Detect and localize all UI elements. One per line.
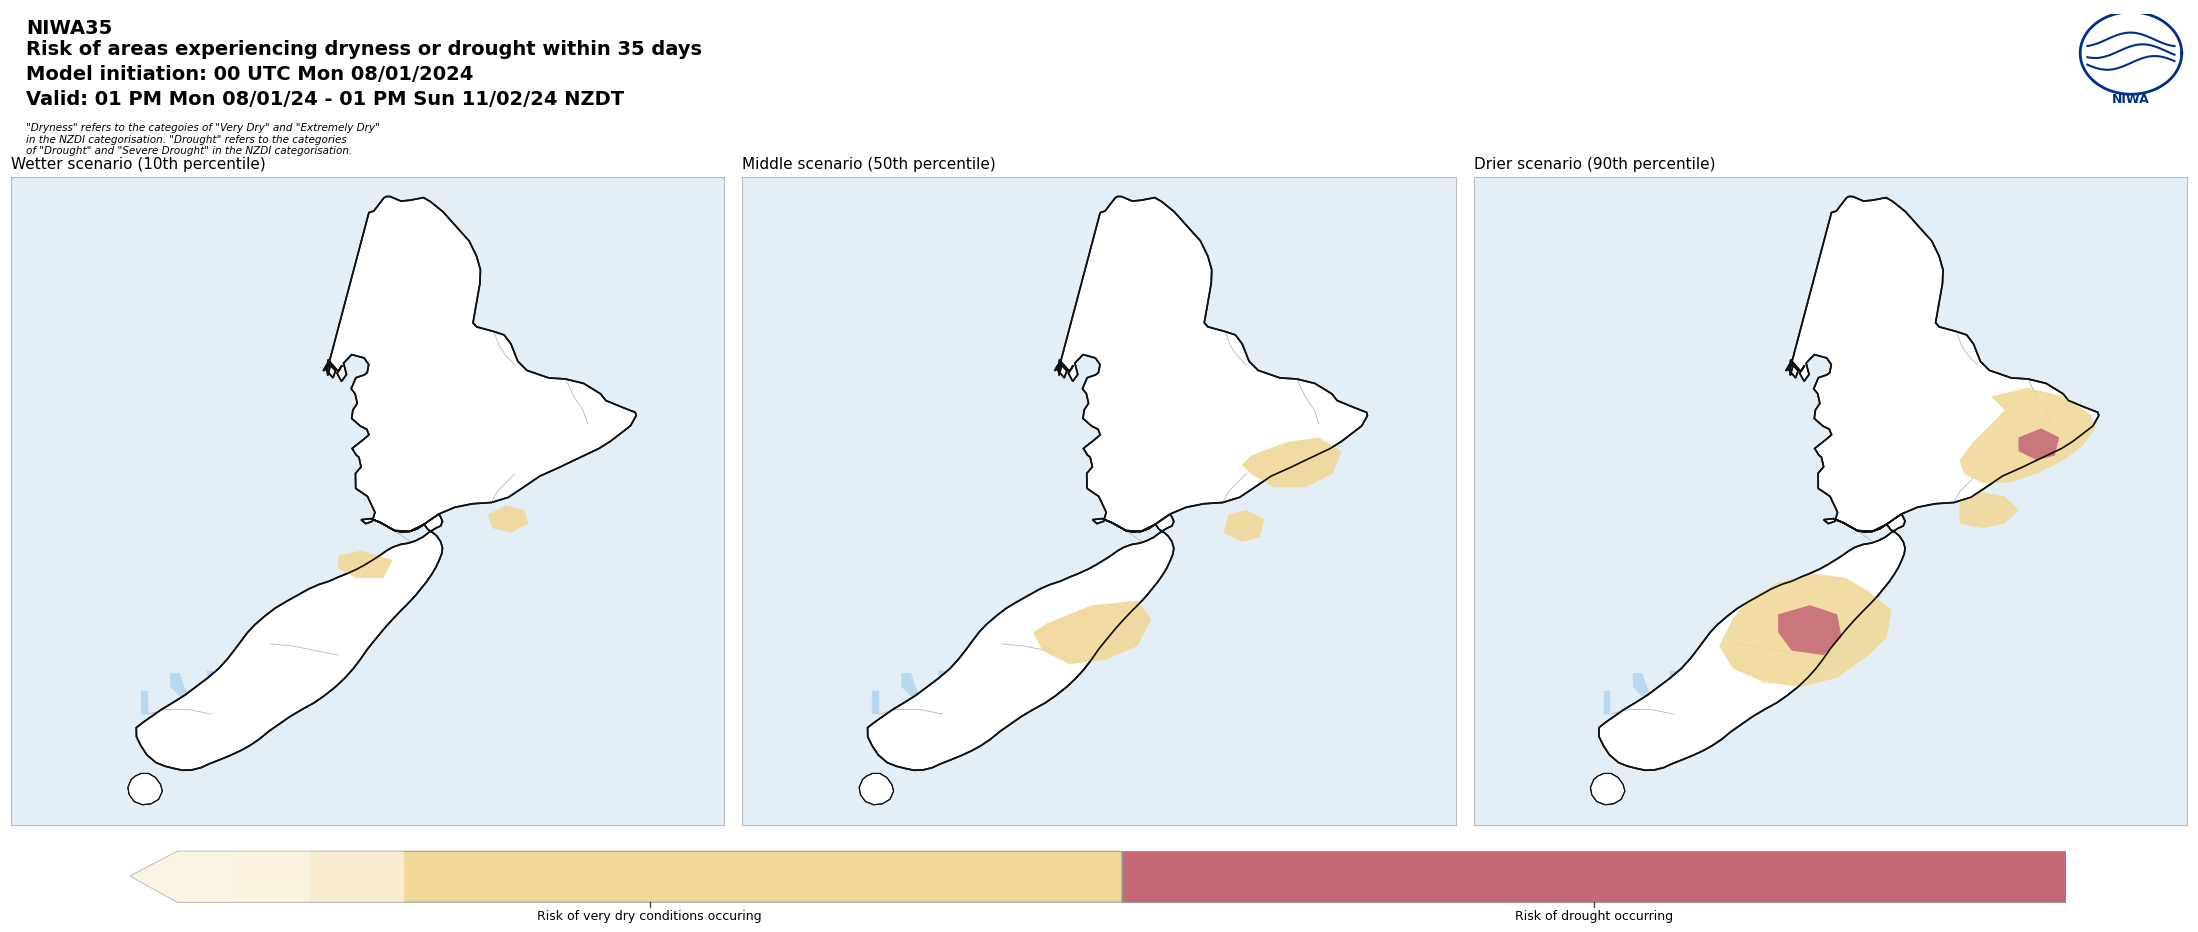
Text: Valid: 01 PM Mon 08/01/24 - 01 PM Sun 11/02/24 NZDT: Valid: 01 PM Mon 08/01/24 - 01 PM Sun 11…	[26, 90, 624, 109]
Text: Risk of very dry conditions occuring: Risk of very dry conditions occuring	[536, 910, 763, 923]
Text: Wetter scenario (10th percentile): Wetter scenario (10th percentile)	[11, 157, 266, 171]
Polygon shape	[130, 851, 1121, 902]
Text: Model initiation: 00 UTC Mon 08/01/2024: Model initiation: 00 UTC Mon 08/01/2024	[26, 65, 475, 84]
Text: Risk of drought occurring: Risk of drought occurring	[1514, 910, 1673, 923]
Text: Middle scenario (50th percentile): Middle scenario (50th percentile)	[743, 157, 996, 171]
Polygon shape	[1121, 851, 2066, 902]
Polygon shape	[130, 851, 235, 902]
Polygon shape	[130, 851, 310, 902]
Text: Risk of areas experiencing dryness or drought within 35 days: Risk of areas experiencing dryness or dr…	[26, 40, 703, 59]
Polygon shape	[130, 851, 404, 902]
Text: NIWA35: NIWA35	[26, 19, 112, 37]
Text: NIWA: NIWA	[2112, 92, 2150, 105]
Text: "Dryness" refers to the categoies of "Very Dry" and "Extremely Dry"
in the NZDI : "Dryness" refers to the categoies of "Ve…	[26, 123, 380, 157]
Text: Drier scenario (90th percentile): Drier scenario (90th percentile)	[1473, 157, 1714, 171]
